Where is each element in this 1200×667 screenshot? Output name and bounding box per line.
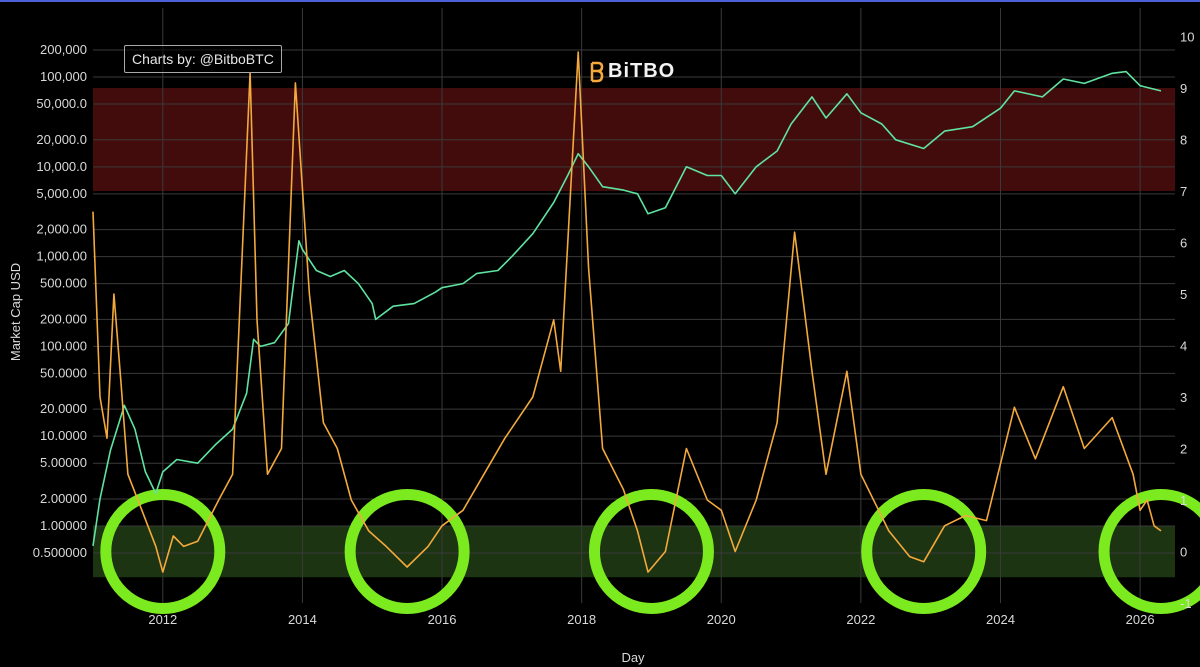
y-right-tick-label: -1 — [1180, 596, 1192, 611]
oscillator-series-line — [92, 51, 1162, 573]
cycle-bottom-circle — [100, 489, 226, 614]
y-right-tick-label: 1 — [1180, 493, 1187, 508]
y-right-tick-label: 9 — [1180, 81, 1187, 96]
y-right-tick-label: 7 — [1180, 184, 1187, 199]
y-left-tick-label: 200.000 — [40, 311, 87, 326]
y-left-tick-label: 2.00000 — [40, 491, 87, 506]
band-green — [93, 525, 1175, 578]
y-left-tick-label: 20.0000 — [40, 401, 87, 416]
y-left-tick-label: 100.000 — [40, 338, 87, 353]
cycle-bottom-circle — [861, 489, 987, 614]
y-left-tick-label: 50.0000 — [40, 365, 87, 380]
x-tick-label: 2014 — [288, 612, 317, 627]
cycle-bottom-circle — [588, 489, 714, 614]
y-right-tick-label: 8 — [1180, 133, 1187, 148]
y-left-tick-label: 1.00000 — [40, 518, 87, 533]
y-left-tick-label: 2,000.00 — [36, 222, 87, 237]
y-left-tick-label: 5,000.00 — [36, 186, 87, 201]
y-right-tick-label: 2 — [1180, 442, 1187, 457]
x-tick-label: 2016 — [428, 612, 457, 627]
x-tick-label: 2020 — [707, 612, 736, 627]
top-accent-line — [0, 0, 1200, 2]
y-left-tick-label: 0.500000 — [33, 545, 87, 560]
x-tick-label: 2018 — [567, 612, 596, 627]
chart-credit-box: Charts by: @BitboBTC — [124, 45, 282, 73]
y-left-tick-label: 1,000.00 — [36, 249, 87, 264]
brand-name: BiTBO — [608, 60, 676, 82]
series-lines — [92, 51, 1162, 573]
y-right-tick-label: 0 — [1180, 545, 1187, 560]
x-tick-label: 2024 — [986, 612, 1015, 627]
y-right-tick-label: 3 — [1180, 390, 1187, 405]
cycle-bottom-circles — [100, 489, 1200, 614]
y-right-tick-label: 6 — [1180, 236, 1187, 251]
y-left-tick-label: 20,000.0 — [36, 132, 87, 147]
cycle-bottom-circle — [344, 489, 470, 614]
y-right-tick-label: 5 — [1180, 287, 1187, 302]
y-left-tick-label: 10.0000 — [40, 428, 87, 443]
tick-labels: 2012 2014 2016 2018 2020 2022 2024 2026200,0001… — [33, 30, 1195, 628]
y-left-tick-label: 5.00000 — [40, 455, 87, 470]
y-left-tick-label: 50,000.0 — [36, 96, 87, 111]
bitbo-logo-icon — [590, 61, 604, 82]
y-right-tick-label: 10 — [1180, 30, 1194, 45]
y-left-tick-label: 10,000.0 — [36, 159, 87, 174]
zone-bands — [93, 88, 1175, 578]
x-axis-title: Day — [621, 650, 645, 665]
y-left-tick-label: 500.000 — [40, 276, 87, 291]
cycle-bottom-circle — [1098, 489, 1200, 614]
x-tick-label: 2022 — [846, 612, 875, 627]
y-left-tick-label: 200,000 — [40, 42, 87, 57]
x-tick-label: 2026 — [1126, 612, 1155, 627]
y-axis-title: Market Cap USD — [8, 263, 23, 361]
brand-logo: BiTBO — [588, 60, 675, 83]
x-tick-label: 2012 — [148, 612, 177, 627]
y-left-tick-label: 100,000 — [40, 69, 87, 84]
y-right-tick-label: 4 — [1180, 339, 1187, 354]
